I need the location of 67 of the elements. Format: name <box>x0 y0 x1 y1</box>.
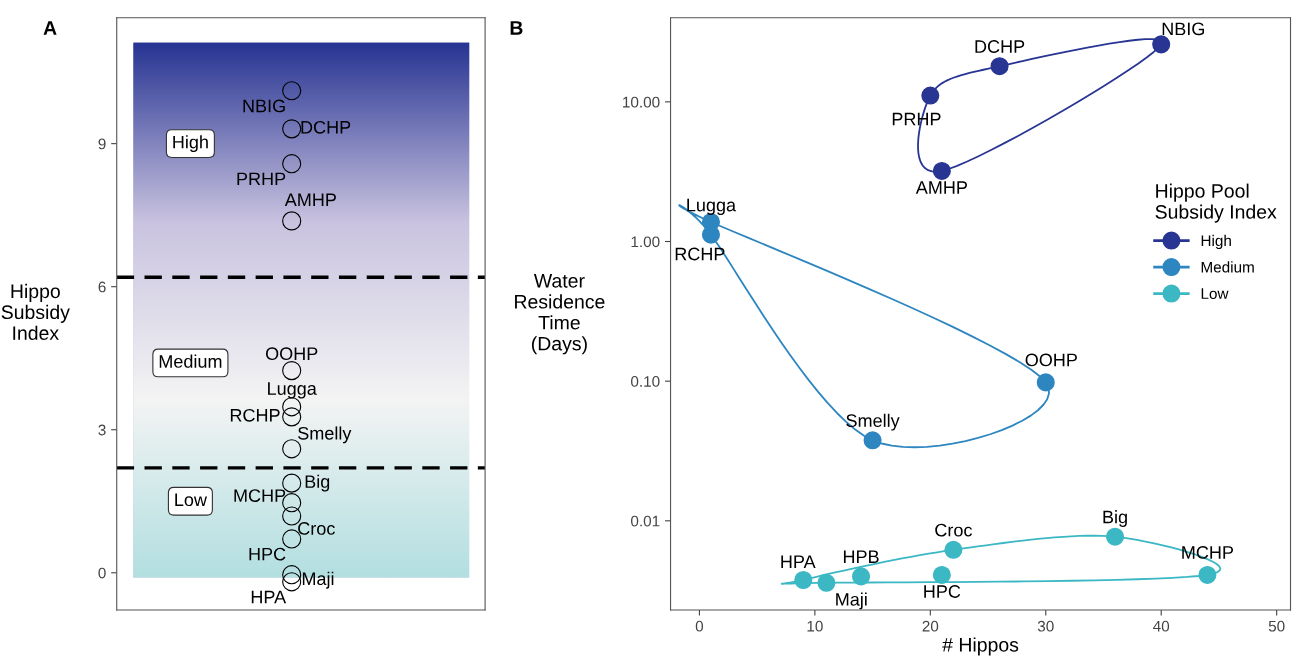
series-label: Lugga <box>268 382 317 399</box>
series-label: OOHP <box>265 347 318 361</box>
point <box>794 570 813 590</box>
annotation: HPC <box>924 585 961 598</box>
x-tick-label: 0 <box>695 620 704 632</box>
point <box>932 565 951 584</box>
point <box>1036 373 1055 392</box>
annotation: Maji <box>836 592 867 610</box>
series-label: HPA <box>251 590 287 604</box>
series-label: NBIG <box>243 99 285 113</box>
x-tick-label: 20 <box>922 620 939 632</box>
annotation: Low <box>175 493 208 507</box>
point <box>944 540 963 559</box>
x-tick-label: 50 <box>1268 620 1285 632</box>
series-label: DCHP <box>301 120 351 134</box>
annotation: Smelly <box>846 413 900 431</box>
annotation: RCHP <box>675 247 725 261</box>
point <box>817 573 836 592</box>
y-tick-label: 3 <box>98 424 106 436</box>
legend-label: Low <box>1201 288 1229 300</box>
x-tick-label: 40 <box>1153 620 1170 632</box>
annotation: Lugga <box>687 198 737 216</box>
annotation: High <box>173 135 208 153</box>
legend-title: Hippo Pool Subsidy Index <box>1155 183 1277 223</box>
annotation: OOHP <box>1025 353 1077 367</box>
y-tick-label: 1.00 <box>631 236 660 248</box>
series-label: Maji <box>302 571 334 589</box>
chart-title: B <box>510 21 523 35</box>
point <box>932 161 951 180</box>
annotation: MCHP <box>1182 546 1234 559</box>
x-tick-label: 10 <box>807 620 823 632</box>
y-tick-label: 0 <box>98 567 106 579</box>
legend-label: High <box>1201 234 1231 250</box>
series-label: RCHP <box>230 408 280 422</box>
point <box>1106 527 1125 546</box>
annotation: Croc <box>935 523 972 537</box>
series-label: HPC <box>249 547 286 561</box>
y-axis-title: Water Residence Time (Days) <box>515 274 605 355</box>
legend-label: Medium <box>1201 261 1254 273</box>
series-label: Smelly <box>298 426 352 444</box>
point <box>852 567 871 586</box>
point <box>863 431 882 450</box>
point <box>921 86 940 105</box>
chart-title: A <box>43 21 57 35</box>
series-label: MCHP <box>234 489 286 502</box>
annotation: Big <box>1103 510 1127 527</box>
annotation: NBIG <box>1162 22 1204 36</box>
series-label: Croc <box>298 522 335 535</box>
annotation: HPA <box>781 555 816 568</box>
annotation: AMHP <box>915 181 967 194</box>
point <box>1152 35 1171 54</box>
series-label: PRHP <box>237 172 286 186</box>
y-tick-label: 0.10 <box>631 376 660 387</box>
y-tick-label: 0.01 <box>631 515 660 527</box>
y-tick-label: 9 <box>98 138 106 150</box>
annotation: Medium <box>159 354 222 368</box>
annotation: DCHP <box>975 40 1025 53</box>
y-tick-label: 10.00 <box>623 96 660 108</box>
x-axis-title: # Hippos <box>942 637 1019 656</box>
y-tick-label: 6 <box>98 281 106 293</box>
series-label: AMHP <box>284 193 336 207</box>
point <box>1198 565 1217 584</box>
series-label: Big <box>305 474 330 492</box>
annotation: HPB <box>843 550 879 563</box>
y-axis-title: Hippo Subsidy Index <box>1 283 70 341</box>
x-tick-label: 30 <box>1037 620 1054 632</box>
point <box>990 57 1009 76</box>
